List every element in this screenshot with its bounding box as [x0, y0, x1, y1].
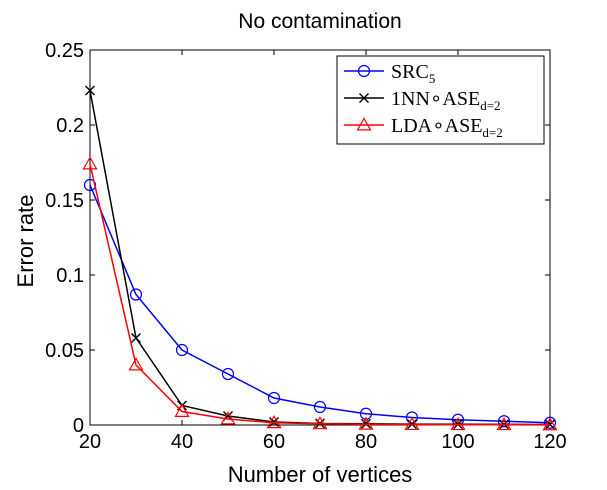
data-point-triangle [220, 411, 236, 425]
x-tick-label: 100 [441, 431, 474, 453]
series-triangle [82, 156, 558, 431]
axes-box [89, 49, 551, 426]
series-line-triangle [89, 163, 551, 426]
data-point-triangle [266, 415, 282, 429]
data-point-triangle [404, 416, 420, 431]
data-point-triangle [312, 416, 328, 430]
data-point-triangle [358, 416, 374, 430]
data-point-circle [129, 288, 143, 301]
x-tick-label: 60 [263, 431, 285, 453]
data-point-circle [221, 367, 235, 381]
y-tick-label: 0.2 [56, 115, 84, 137]
legend-marker-triangle [356, 117, 372, 131]
series-line-circle [89, 184, 551, 424]
x-axis-label: Number of vertices [228, 462, 413, 485]
legend-label-x: 1NN∘ASEd=2 [391, 88, 501, 113]
legend-entry-triangle: LDA∘ASEd=2 [344, 115, 503, 140]
legend-entry-x: 1NN∘ASEd=2 [344, 88, 501, 113]
x-tick-label: 120 [533, 431, 566, 453]
data-point-triangle [496, 416, 512, 431]
data-point-triangle [174, 403, 190, 417]
x-tick-label: 80 [355, 431, 377, 453]
chart-title: No contamination [238, 10, 401, 33]
data-point-circle [359, 407, 373, 420]
x-tick-label: 40 [171, 431, 193, 453]
legend-entry-circle: SRC5 [344, 61, 435, 86]
data-point-triangle [128, 357, 144, 371]
x-tick-label: 20 [79, 431, 101, 453]
data-point-circle [175, 343, 189, 357]
data-point-x [131, 333, 141, 343]
legend-label-triangle: LDA∘ASEd=2 [391, 115, 503, 140]
data-point-circle [313, 400, 327, 414]
series-circle [83, 178, 557, 429]
plot-area: 20 40 60 80 100 120 0 0.05 0.1 0.15 0.2 0.25 [45, 40, 567, 453]
legend-marker-x [359, 93, 369, 103]
data-point-circle [267, 391, 281, 405]
data-point-circle [497, 415, 511, 428]
y-axis-label: Error rate [13, 195, 38, 288]
y-tick-label: 0.05 [45, 340, 84, 362]
y-tick-label: 0 [73, 415, 84, 437]
y-tick-label: 0.1 [56, 265, 84, 287]
legend-marker-circle [357, 64, 371, 78]
data-point-triangle [82, 156, 98, 170]
data-point-triangle [542, 417, 558, 431]
data-point-triangle [450, 416, 466, 431]
data-point-circle [405, 411, 419, 424]
y-tick-label: 0.25 [45, 40, 84, 62]
y-tick-label: 0.15 [45, 190, 84, 212]
data-point-x [85, 85, 95, 96]
legend-label-circle: SRC5 [391, 61, 435, 86]
